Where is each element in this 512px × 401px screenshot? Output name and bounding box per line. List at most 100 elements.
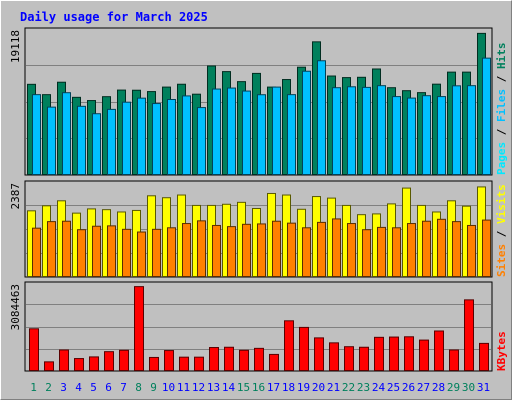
legend-kbytes: KBytes: [495, 331, 508, 371]
bar-kbytes-day-7: [119, 349, 129, 372]
bar-kbytes-day-14: [224, 346, 234, 371]
day-label-30: 30: [462, 381, 475, 394]
bar-sites-day-6: [107, 225, 116, 277]
bar-kbytes-day-5: [89, 356, 99, 371]
bar-files-day-13: [212, 88, 221, 175]
day-label-15: 15: [237, 381, 250, 394]
day-label-5: 5: [90, 381, 97, 394]
bar-files-day-22: [347, 86, 356, 175]
bar-sites-day-28: [437, 218, 446, 277]
day-label-26: 26: [402, 381, 415, 394]
legend-sites: Sites: [495, 244, 508, 277]
day-label-23: 23: [357, 381, 370, 394]
bar-sites-day-9: [152, 228, 161, 277]
bar-kbytes-day-3: [59, 349, 69, 371]
bar-sites-day-1: [32, 227, 41, 277]
bar-sites-day-3: [62, 220, 71, 277]
bar-sites-day-7: [122, 228, 131, 277]
bar-sites-day-8: [137, 231, 146, 278]
bar-kbytes-day-18: [284, 320, 294, 371]
bar-kbytes-day-16: [254, 347, 264, 371]
bar-kbytes-day-19: [299, 326, 309, 372]
day-label-3: 3: [60, 381, 67, 394]
bar-kbytes-day-20: [314, 337, 324, 371]
day-label-1: 1: [30, 381, 37, 394]
visits-panel-max-label: 2387: [9, 183, 22, 210]
bar-kbytes-day-1: [29, 328, 39, 371]
bar-kbytes-day-12: [194, 356, 204, 371]
bar-kbytes-day-29: [449, 349, 459, 371]
bar-sites-day-4: [77, 229, 86, 277]
day-label-27: 27: [417, 381, 430, 394]
bar-files-day-11: [182, 95, 191, 175]
day-label-19: 19: [297, 381, 310, 394]
bar-kbytes-day-23: [359, 346, 369, 371]
day-label-18: 18: [282, 381, 295, 394]
bar-kbytes-day-11: [179, 356, 189, 371]
bar-kbytes-day-4: [74, 358, 84, 371]
bar-files-day-31: [482, 57, 491, 175]
day-label-16: 16: [252, 381, 265, 394]
day-label-10: 10: [162, 381, 175, 394]
day-label-6: 6: [105, 381, 112, 394]
bar-files-day-7: [122, 101, 131, 175]
bar-kbytes-day-13: [209, 347, 219, 371]
bar-sites-day-18: [287, 222, 296, 278]
bar-sites-day-24: [377, 226, 386, 277]
day-label-8: 8: [135, 381, 142, 394]
bar-files-day-10: [167, 99, 176, 175]
bar-kbytes-day-6: [104, 351, 114, 372]
bar-kbytes-day-22: [344, 346, 354, 371]
day-label-14: 14: [222, 381, 236, 394]
bar-kbytes-day-15: [239, 349, 249, 372]
bar-kbytes-day-31: [479, 342, 489, 372]
bar-files-day-25: [392, 96, 401, 175]
bar-kbytes-day-28: [434, 330, 444, 371]
bar-sites-day-20: [317, 221, 326, 278]
bar-files-day-23: [362, 86, 371, 175]
bar-files-day-30: [467, 85, 476, 175]
bar-files-day-12: [197, 107, 206, 175]
bar-files-day-14: [227, 87, 236, 175]
day-label-31: 31: [477, 381, 490, 394]
bar-files-day-5: [92, 113, 101, 175]
bar-sites-day-10: [167, 227, 176, 277]
day-label-21: 21: [327, 381, 340, 394]
bar-sites-day-19: [302, 227, 311, 277]
bar-kbytes-day-10: [164, 350, 174, 372]
bar-files-day-27: [422, 95, 431, 175]
bar-files-day-3: [62, 92, 71, 175]
day-label-28: 28: [432, 381, 445, 394]
bar-sites-day-23: [362, 229, 371, 277]
bar-kbytes-day-17: [269, 353, 279, 371]
bar-sites-day-29: [452, 221, 461, 278]
bar-sites-day-15: [242, 223, 251, 278]
day-label-24: 24: [372, 381, 386, 394]
bar-kbytes-day-9: [149, 356, 159, 371]
day-label-12: 12: [192, 381, 205, 394]
legend-hits: Hits: [495, 43, 508, 70]
bar-kbytes-day-2: [44, 361, 54, 372]
bar-sites-day-25: [392, 227, 401, 277]
bar-sites-day-31: [482, 219, 491, 277]
kbytes-panel-max-label: 3084463: [9, 284, 22, 330]
bar-sites-day-30: [467, 224, 476, 277]
bar-files-day-26: [407, 97, 416, 175]
hits-panel-legend: Pages / Files / Hits: [495, 43, 508, 176]
legend-separator: /: [495, 224, 508, 244]
bar-files-day-1: [32, 94, 41, 175]
bar-files-day-29: [452, 85, 461, 175]
bar-kbytes-day-26: [404, 336, 414, 371]
bar-files-day-24: [377, 85, 386, 175]
bar-sites-day-14: [227, 226, 236, 277]
bar-sites-day-26: [407, 223, 416, 278]
bar-files-day-4: [77, 105, 86, 175]
legend-separator: /: [495, 122, 508, 142]
bar-files-day-2: [47, 106, 56, 175]
day-label-29: 29: [447, 381, 460, 394]
day-label-11: 11: [177, 381, 190, 394]
bar-files-day-6: [107, 108, 116, 175]
chart-title: Daily usage for March 2025: [20, 10, 208, 24]
